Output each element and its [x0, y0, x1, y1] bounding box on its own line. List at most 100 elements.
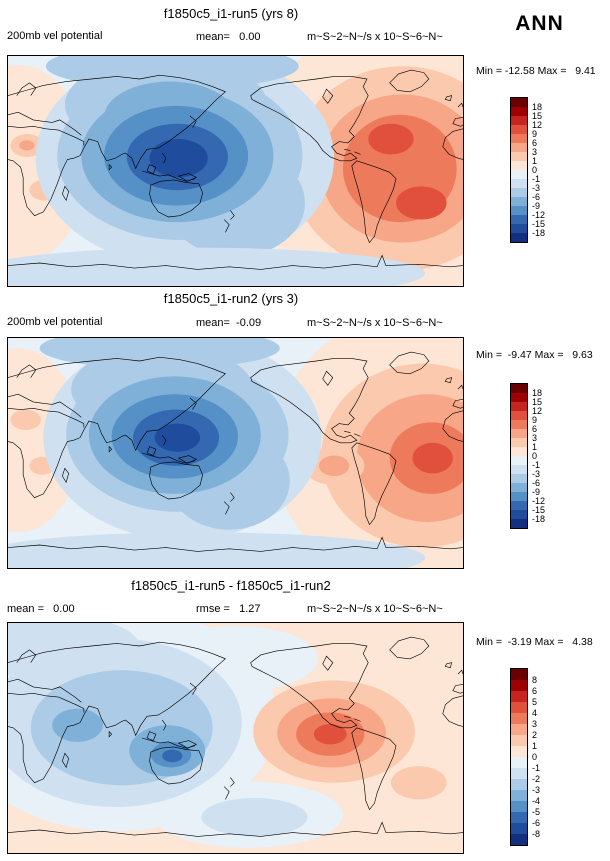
colorbar-box [511, 768, 527, 779]
colorbar-box [511, 107, 527, 116]
colorbar-box [511, 456, 527, 465]
colorbar-tick-label: -6 [532, 478, 541, 488]
colorbar-box [511, 152, 527, 161]
colorbar-tick-label: 15 [532, 111, 543, 121]
colorbar-box [511, 483, 527, 492]
colorbar-box [511, 170, 527, 179]
mean-stat: mean = 0.00 [7, 603, 75, 615]
colorbar-box [511, 801, 527, 812]
colorbar-box [511, 161, 527, 170]
colorbar-box [511, 188, 527, 197]
colorbar-tick-label: 3 [532, 433, 538, 443]
colorbar-box [511, 757, 527, 768]
panel-run5: f1850c5_i1-run5 (yrs 8) ANN 200mb vel po… [0, 0, 610, 287]
colorbar-box [511, 438, 527, 447]
colorbar-box [511, 510, 527, 519]
colorbar-tick-label: 3 [532, 719, 538, 729]
colorbar-box [511, 98, 527, 107]
colorbar-tick-label: 0 [532, 752, 538, 762]
colorbar-box [511, 224, 527, 233]
colorbar-box [511, 215, 527, 224]
colorbar-box [511, 492, 527, 501]
colorbar-box [511, 393, 527, 402]
colorbar-tick-label: 3 [532, 147, 538, 157]
minmax-stat: Min = -3.19 Max = 4.38 [476, 636, 593, 648]
units-label: m~S~2~N~/s x 10~S~6~N~ [307, 31, 443, 43]
colorbar-tick-label: 6 [532, 138, 538, 148]
colorbar-tick-label: -8 [532, 829, 541, 839]
colorbar-box [511, 790, 527, 801]
colorbar-tick-label: 4 [532, 708, 538, 718]
colorbar-tick-label: -6 [532, 192, 541, 202]
colorbar-tick-label: -15 [532, 505, 546, 515]
mean-stat: mean= -0.09 [196, 317, 262, 329]
colorbar: 8 6 5 4 3 2 1 0 -1 -2 -3 -4 -5 -6 -8 [510, 668, 540, 846]
minmax-stat: Min = -12.58 Max = 9.41 [476, 65, 596, 77]
colorbar-box [511, 735, 527, 746]
variable-label: 200mb vel potential [7, 30, 103, 42]
colorbar-box [511, 116, 527, 125]
colorbar-box [511, 179, 527, 188]
colorbar-box [511, 779, 527, 790]
colorbar-tick-label: 0 [532, 451, 538, 461]
colorbar-tick-label: -1 [532, 763, 541, 773]
colorbar-tick-label: 1 [532, 442, 538, 452]
colorbar-tick-label: -18 [532, 514, 546, 524]
colorbar-box [511, 402, 527, 411]
colorbar-tick-label: 2 [532, 730, 538, 740]
colorbar-tick-label: -1 [532, 460, 541, 470]
colorbar-tick-label: 18 [532, 102, 543, 112]
colorbar-tick-label: -4 [532, 796, 541, 806]
panel-difference: f1850c5_i1-run5 - f1850c5_i1-run2 mean =… [0, 572, 610, 859]
colorbar-box [511, 474, 527, 483]
colorbar-box [511, 134, 527, 143]
variable-label: 200mb vel potential [7, 316, 103, 328]
colorbar-tick-label: -9 [532, 201, 541, 211]
colorbar-box [511, 206, 527, 215]
colorbar-tick-label: 9 [532, 129, 538, 139]
panel-title: f1850c5_i1-run5 (yrs 8) [163, 6, 299, 21]
colorbar-box [511, 420, 527, 429]
colorbar-tick-label: 5 [532, 697, 538, 707]
colorbar-tick-label: -3 [532, 469, 541, 479]
colorbar-tick-label: -12 [532, 496, 546, 506]
colorbar-tick-label: -5 [532, 807, 541, 817]
colorbar-box [511, 713, 527, 724]
colorbar-tick-label: 6 [532, 424, 538, 434]
colorbar-tick-label: -12 [532, 210, 546, 220]
colorbar-box [511, 143, 527, 152]
contour-field [8, 56, 463, 286]
panel-run2: f1850c5_i1-run2 (yrs 3) 200mb vel potent… [0, 285, 610, 572]
colorbar-box [511, 724, 527, 735]
colorbar-box [511, 519, 527, 528]
colorbar-tick-label: 1 [532, 156, 538, 166]
colorbar-box [511, 411, 527, 420]
colorbar-tick-label: 6 [532, 686, 538, 696]
panel-title: f1850c5_i1-run5 - f1850c5_i1-run2 [131, 578, 331, 593]
colorbar-tick-label: 0 [532, 165, 538, 175]
colorbar-tick-label: 1 [532, 741, 538, 751]
colorbar-box [511, 823, 527, 834]
colorbar-box [511, 197, 527, 206]
colorbar-tick-label: 18 [532, 388, 543, 398]
colorbar-tick-label: -18 [532, 228, 546, 238]
contour-field [8, 338, 463, 568]
colorbar-box [511, 501, 527, 510]
colorbar: 18 15 12 9 6 3 1 0 -1 -3 -6 -9 -12 -15 -18 [510, 383, 545, 529]
map-run2 [7, 337, 464, 569]
colorbar-tick-label: 9 [532, 415, 538, 425]
colorbar-tick-label: 15 [532, 397, 543, 407]
colorbar: 18 15 12 9 6 3 1 0 -1 -3 -6 -9 -12 -15 -18 [510, 97, 545, 243]
colorbar-box [511, 125, 527, 134]
map-difference [7, 622, 464, 854]
colorbar-tick-label: -9 [532, 487, 541, 497]
colorbar-box [511, 746, 527, 757]
colorbar-tick-label: -6 [532, 818, 541, 828]
minmax-stat: Min = -9.47 Max = 9.63 [476, 349, 593, 361]
colorbar-tick-label: 8 [532, 675, 538, 685]
colorbar-tick-label: -3 [532, 183, 541, 193]
colorbar-box [511, 680, 527, 691]
colorbar-box [511, 233, 527, 242]
contour-field [8, 623, 463, 853]
colorbar-box [511, 669, 527, 680]
